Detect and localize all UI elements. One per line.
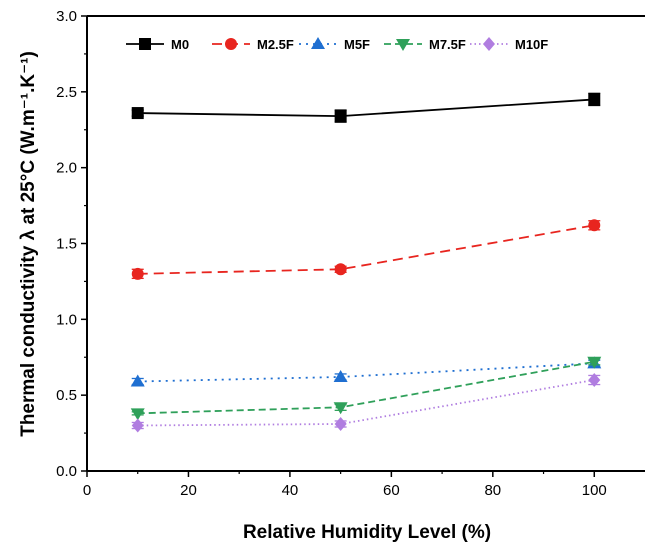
series-layer bbox=[130, 92, 602, 433]
legend-marker bbox=[396, 39, 410, 51]
legend-item-M0: M0 bbox=[126, 37, 189, 52]
x-axis-title: Relative Humidity Level (%) bbox=[243, 522, 491, 543]
series-line bbox=[137, 379, 595, 427]
series-line bbox=[137, 360, 595, 415]
data-point bbox=[333, 402, 348, 415]
data-point bbox=[334, 416, 347, 431]
legend-marker bbox=[483, 37, 495, 51]
data-point bbox=[588, 373, 601, 387]
series-line bbox=[137, 362, 595, 383]
data-point bbox=[334, 110, 347, 123]
y-axis-title: Thermal conductivity λ at 25°C (W.m⁻¹.K⁻… bbox=[18, 51, 39, 437]
legend-item-M5F: M5F bbox=[299, 37, 370, 52]
legend-item-M10F: M10F bbox=[470, 37, 548, 52]
legend-marker bbox=[311, 37, 325, 49]
data-point bbox=[333, 369, 348, 382]
series-line bbox=[137, 98, 595, 118]
x-tick-label: 0 bbox=[83, 482, 91, 499]
x-tick-label: 20 bbox=[180, 482, 197, 499]
x-tick-label: 100 bbox=[582, 482, 607, 499]
y-tick-label: 1.0 bbox=[56, 311, 77, 328]
legend-marker bbox=[225, 38, 237, 50]
legend-label: M7.5F bbox=[429, 37, 466, 52]
series-M0 bbox=[131, 92, 601, 123]
series-line bbox=[137, 224, 595, 275]
plot-area: 0 20 40 60 80 100 0.0 0.5 1.0 1.5 2.0 2.5 3.0 bbox=[56, 8, 645, 499]
y-tick-label: 0.0 bbox=[56, 463, 77, 480]
series-M5F bbox=[130, 356, 602, 387]
series-M7.5F bbox=[130, 356, 602, 421]
data-point bbox=[131, 107, 144, 120]
data-point bbox=[587, 356, 602, 369]
legend-label: M10F bbox=[515, 37, 548, 52]
legend: M0 M2.5F M5F M7.5F M10F bbox=[126, 37, 548, 52]
data-point bbox=[334, 263, 347, 276]
y-tick-label: 3.0 bbox=[56, 8, 77, 25]
x-tick-label: 60 bbox=[383, 482, 400, 499]
x-tick-label: 80 bbox=[484, 482, 501, 499]
legend-label: M0 bbox=[171, 37, 189, 52]
data-point bbox=[588, 219, 601, 232]
data-point bbox=[130, 408, 145, 421]
legend-item-M2.5F: M2.5F bbox=[212, 37, 294, 52]
y-tick-label: 0.5 bbox=[56, 387, 77, 404]
y-tick-label: 2.5 bbox=[56, 84, 77, 101]
legend-item-M7.5F: M7.5F bbox=[384, 37, 466, 52]
x-tick-label: 40 bbox=[282, 482, 299, 499]
data-point bbox=[588, 93, 601, 106]
y-tick-label: 1.5 bbox=[56, 236, 77, 253]
series-M2.5F bbox=[131, 219, 601, 280]
y-tick-label: 2.0 bbox=[56, 160, 77, 177]
legend-label: M5F bbox=[344, 37, 370, 52]
series-M10F bbox=[131, 373, 601, 433]
legend-marker bbox=[139, 38, 151, 50]
data-point bbox=[131, 267, 144, 280]
data-point bbox=[131, 418, 144, 433]
legend-label: M2.5F bbox=[257, 37, 294, 52]
data-point bbox=[130, 374, 145, 387]
